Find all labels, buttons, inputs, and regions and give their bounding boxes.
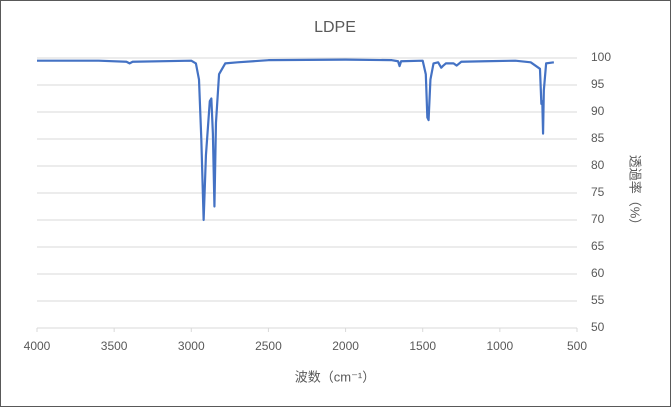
x-tick-label: 1500 <box>409 339 436 353</box>
x-tick-label: 3500 <box>101 339 128 353</box>
y-tick-label: 85 <box>591 131 605 145</box>
y-tick-label: 90 <box>591 104 605 118</box>
x-tick-label: 1000 <box>487 339 514 353</box>
x-tick-label: 500 <box>567 339 587 353</box>
y-tick-label: 50 <box>591 320 605 334</box>
y-tick-label: 75 <box>591 185 605 199</box>
x-tick-label: 2500 <box>255 339 282 353</box>
y-tick-label: 60 <box>591 266 605 280</box>
y-tick-label: 95 <box>591 77 605 91</box>
y-tick-label: 80 <box>591 158 605 172</box>
y-tick-label: 100 <box>591 50 611 64</box>
chart-title: LDPE <box>314 19 356 36</box>
y-tick-label: 55 <box>591 293 605 307</box>
y-axis-label: 透過率（%） <box>628 155 643 232</box>
x-axis-label: 波数（cm⁻¹） <box>295 369 376 384</box>
x-tick-label: 4000 <box>24 339 51 353</box>
x-tick-label: 2000 <box>332 339 359 353</box>
y-tick-label: 70 <box>591 212 605 226</box>
x-tick-label: 3000 <box>178 339 205 353</box>
y-tick-label: 65 <box>591 239 605 253</box>
spectrum-line <box>37 58 555 222</box>
